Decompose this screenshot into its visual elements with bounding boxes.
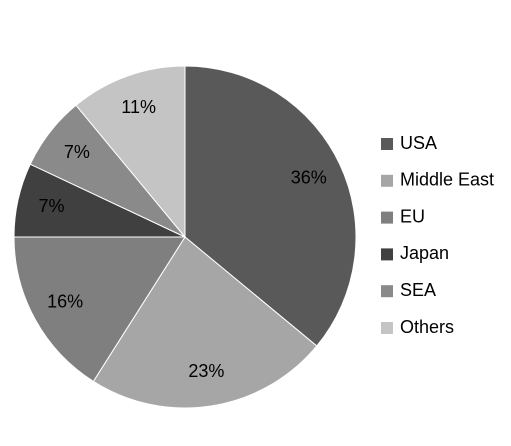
data-label: 23% [188,361,224,381]
legend-swatch [381,174,393,187]
pie-slice [92,236,318,409]
legend-swatch [381,322,393,334]
legend-label: Others [400,317,454,337]
legend-label: Japan [400,243,449,263]
legend-swatch [381,285,393,298]
pie-slice [13,236,186,383]
pie-slice [184,65,357,347]
legend-swatch [381,211,393,224]
legend-swatch [381,248,393,261]
legend-label: Middle East [400,170,494,190]
data-label: 36% [291,168,327,188]
data-label: 7% [38,196,64,216]
legend-label: SEA [400,280,436,300]
data-label: 7% [64,142,90,162]
pie-slice [75,65,186,239]
legend-label: USA [400,133,437,153]
data-label: 16% [47,292,83,312]
legend-label: EU [400,206,425,226]
legend-swatch [381,138,393,150]
data-label: 11% [121,97,156,117]
